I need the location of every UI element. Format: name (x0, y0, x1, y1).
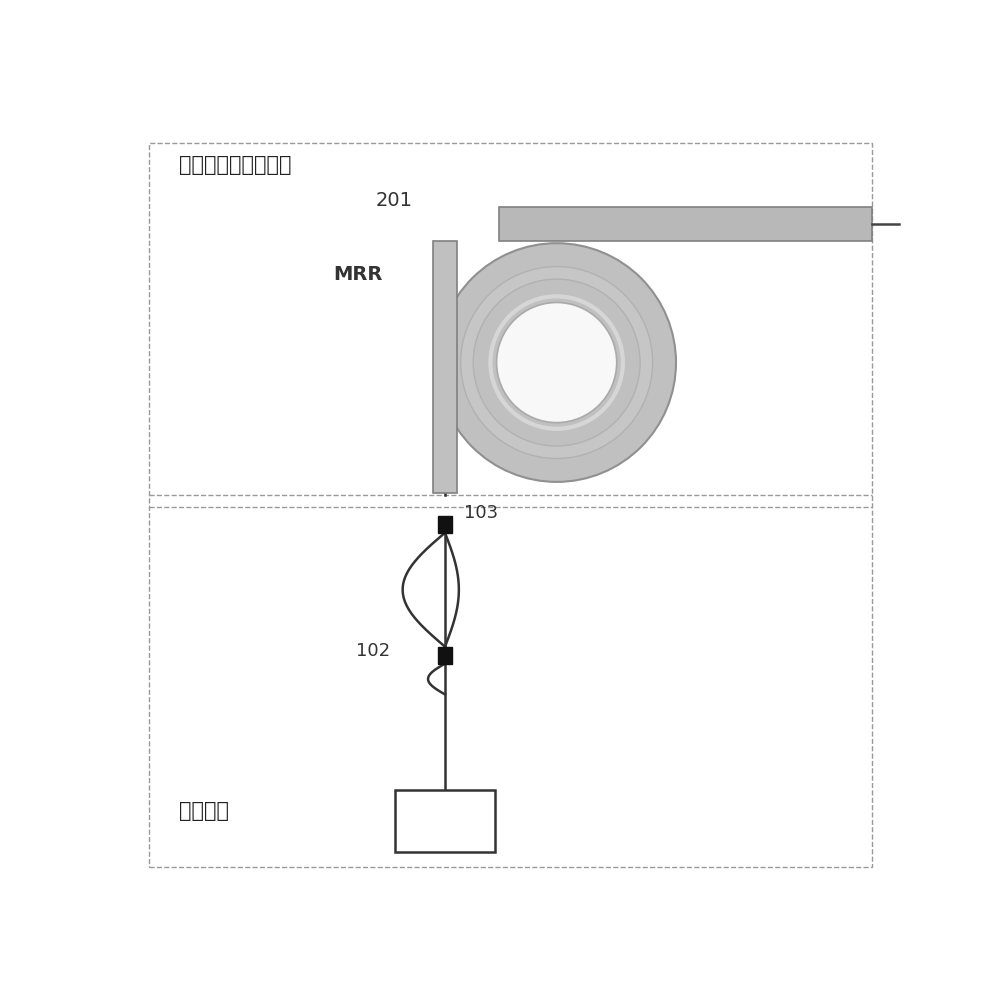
Circle shape (437, 243, 676, 482)
Text: 102: 102 (357, 642, 390, 660)
Bar (499, 207, 872, 241)
Bar (395, 790, 495, 852)
Bar (438, 647, 452, 664)
Text: 201: 201 (375, 191, 412, 210)
Text: Laser: Laser (420, 812, 469, 830)
Text: 泵浦单元: 泵浦单元 (179, 801, 229, 821)
Text: 103: 103 (464, 504, 498, 522)
Bar (438, 516, 452, 533)
Text: MRR: MRR (334, 264, 382, 284)
Bar (433, 241, 456, 493)
Text: 纠缠光子对产生单元: 纠缠光子对产生单元 (179, 155, 292, 175)
Circle shape (497, 302, 617, 423)
